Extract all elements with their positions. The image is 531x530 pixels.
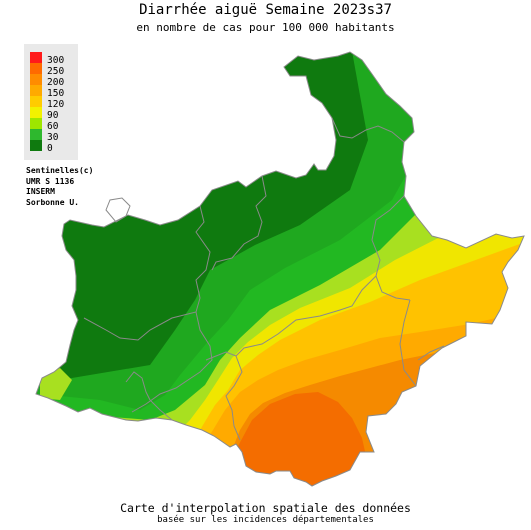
legend-swatch xyxy=(30,107,42,118)
credit-line: Sorbonne U. xyxy=(26,197,79,207)
legend-swatch xyxy=(30,85,42,96)
footer-title: Carte d'interpolation spatiale des donné… xyxy=(120,501,411,515)
department-border xyxy=(399,299,417,387)
department-border xyxy=(417,345,445,361)
enclave-border xyxy=(105,197,131,223)
legend-label: 300 xyxy=(47,55,65,66)
department-borders xyxy=(83,117,445,441)
legend-label: 200 xyxy=(47,77,65,88)
zone-light-green-west xyxy=(40,368,72,400)
footer-subtitle: basée sur les incidences départementales xyxy=(157,515,374,525)
map-subtitle: en nombre de cas pour 100 000 habitants xyxy=(136,21,395,34)
legend-swatch xyxy=(30,96,42,107)
department-border xyxy=(371,195,411,301)
department-border xyxy=(225,355,243,441)
department-border xyxy=(211,175,267,271)
legend-label: 120 xyxy=(47,99,65,110)
department-border xyxy=(235,275,377,357)
legend-label: 250 xyxy=(47,66,65,77)
credits: Sentinelles(c) UMR S 1136 INSERM Sorbonne U… xyxy=(26,166,93,208)
legend-swatch xyxy=(30,140,42,151)
department-border xyxy=(83,205,211,341)
legend: 300 250 200 150 120 90 60 30 0 xyxy=(24,44,78,160)
department-border xyxy=(125,371,151,401)
legend-swatch xyxy=(30,118,42,129)
legend-label: 150 xyxy=(47,88,65,99)
legend-swatch xyxy=(30,74,42,85)
legend-swatch xyxy=(30,129,42,140)
department-border xyxy=(205,351,237,361)
department-border xyxy=(131,311,213,413)
credit-line: INSERM xyxy=(26,187,55,196)
legend-label: 0 xyxy=(47,143,53,154)
credit-line: Sentinelles(c) xyxy=(26,166,94,175)
legend-label: 90 xyxy=(47,110,59,121)
map-title: Diarrhée aiguë Semaine 2023s37 xyxy=(139,2,392,18)
legend-swatch xyxy=(30,63,42,74)
legend-swatch xyxy=(30,52,42,63)
legend-label: 30 xyxy=(47,132,59,143)
department-border xyxy=(149,399,173,421)
department-border xyxy=(331,117,405,143)
legend-label: 60 xyxy=(47,121,59,132)
credit-line: UMR S 1136 xyxy=(26,176,75,186)
zone-dark-orange xyxy=(236,392,366,486)
